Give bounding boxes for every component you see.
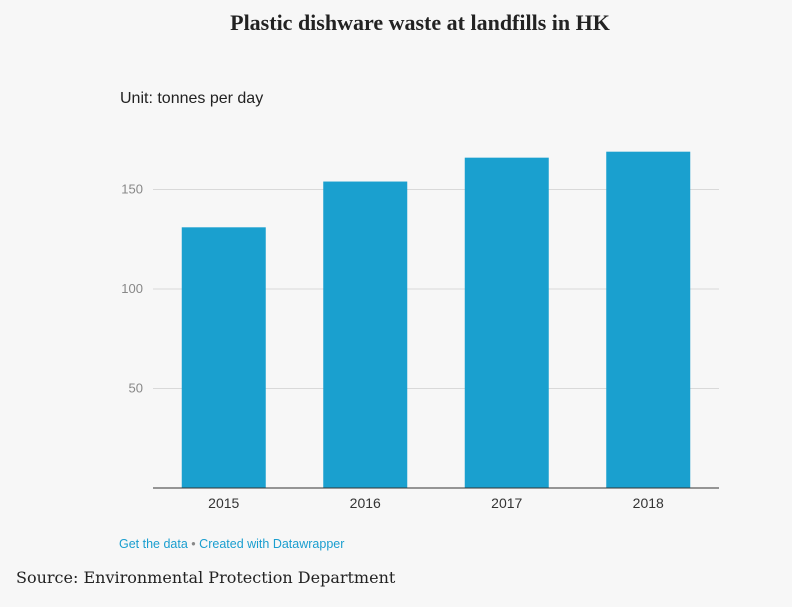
x-tick-label-2018: 2018	[633, 495, 664, 511]
get-the-data-link[interactable]: Get the data	[119, 537, 188, 551]
bar-2016[interactable]	[323, 181, 408, 489]
x-tick-label-2017: 2017	[491, 495, 522, 511]
x-tick-label-2016: 2016	[350, 495, 381, 511]
x-tick-label-2015: 2015	[208, 495, 239, 511]
footer-separator: •	[191, 537, 196, 551]
y-tick-label: 150	[121, 182, 143, 197]
created-with-datawrapper-link[interactable]: Created with Datawrapper	[199, 537, 345, 551]
chart-title: Plastic dishware waste at landfills in H…	[230, 10, 610, 35]
chart-footer: Get the data • Created with Datawrapper	[119, 537, 344, 551]
bar-2018[interactable]	[606, 151, 691, 488]
source-note: Source: Environmental Protection Departm…	[16, 568, 396, 587]
x-tick-labels: 2015 2016 2017 2018	[208, 495, 664, 511]
unit-label: Unit: tonnes per day	[120, 90, 264, 107]
bar-2017[interactable]	[464, 157, 549, 488]
y-tick-labels: 50 100 150	[121, 182, 143, 396]
bars	[181, 151, 691, 489]
bar-2015[interactable]	[181, 227, 266, 488]
y-tick-label: 50	[129, 381, 143, 396]
y-tick-label: 100	[121, 281, 143, 296]
